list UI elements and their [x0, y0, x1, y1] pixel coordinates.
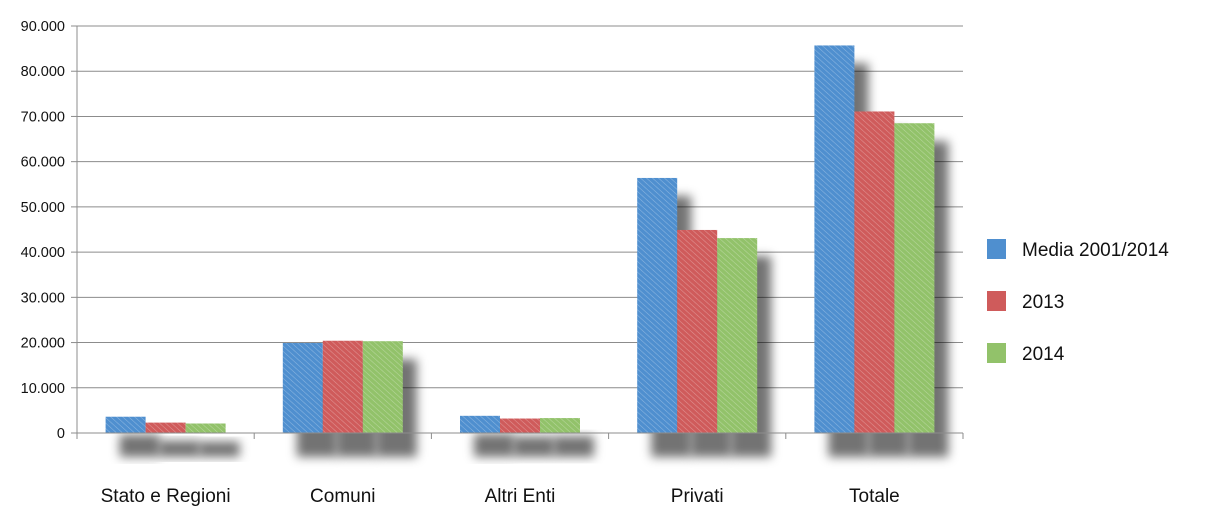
bar: [854, 111, 895, 433]
legend-swatch: [987, 239, 1006, 259]
y-tick-label: 90.000: [21, 19, 65, 35]
legend-label: Media 2001/2014: [1022, 240, 1169, 261]
x-category-label: Totale: [849, 486, 900, 506]
gridlines: [77, 25, 963, 389]
y-tick-label: 30.000: [21, 290, 65, 306]
y-tick-label: 10.000: [21, 381, 65, 397]
y-tick-label: 40.000: [21, 245, 65, 261]
axis-labels: 0 10.000 20.000 30.000 40.000 50.000 60.000 70.…: [21, 19, 900, 506]
bar: [145, 422, 186, 433]
legend-swatch: [987, 291, 1006, 311]
bar: [637, 177, 678, 433]
bar: [894, 123, 935, 433]
bar-shadow: [514, 436, 554, 457]
y-tick-label: 60.000: [21, 155, 65, 171]
x-category-label: Altri Enti: [485, 486, 556, 506]
legend-label: 2013: [1022, 292, 1064, 313]
bar: [814, 45, 855, 433]
y-tick-label: 20.000: [21, 336, 65, 352]
y-tick-label: 80.000: [21, 64, 65, 80]
y-tick-label: 50.000: [21, 200, 65, 216]
x-category-label: Stato e Regioni: [101, 486, 231, 506]
bar-shadow: [119, 434, 160, 457]
bar: [540, 418, 580, 433]
axes: [71, 25, 964, 439]
bar: [460, 415, 500, 433]
bar-shadow: [554, 436, 594, 457]
bars: [105, 45, 935, 433]
x-category-label: Comuni: [310, 486, 375, 506]
bar-shadow: [474, 433, 514, 457]
legend-swatch: [987, 343, 1006, 363]
y-tick-label: 70.000: [21, 109, 65, 125]
bar: [500, 418, 540, 433]
bar: [677, 229, 718, 433]
bar-shadow: [159, 440, 200, 457]
bar: [322, 340, 363, 433]
bar: [717, 238, 758, 433]
legend: Media 2001/2014 2013 2014: [987, 239, 1169, 365]
x-category-label: Privati: [671, 486, 724, 506]
bar: [362, 341, 403, 433]
legend-label: 2014: [1022, 344, 1065, 365]
y-tick-label: 0: [57, 426, 65, 442]
bar: [282, 343, 323, 433]
bar: [185, 423, 226, 433]
bar-shadow: [199, 441, 240, 457]
bar: [105, 416, 146, 433]
